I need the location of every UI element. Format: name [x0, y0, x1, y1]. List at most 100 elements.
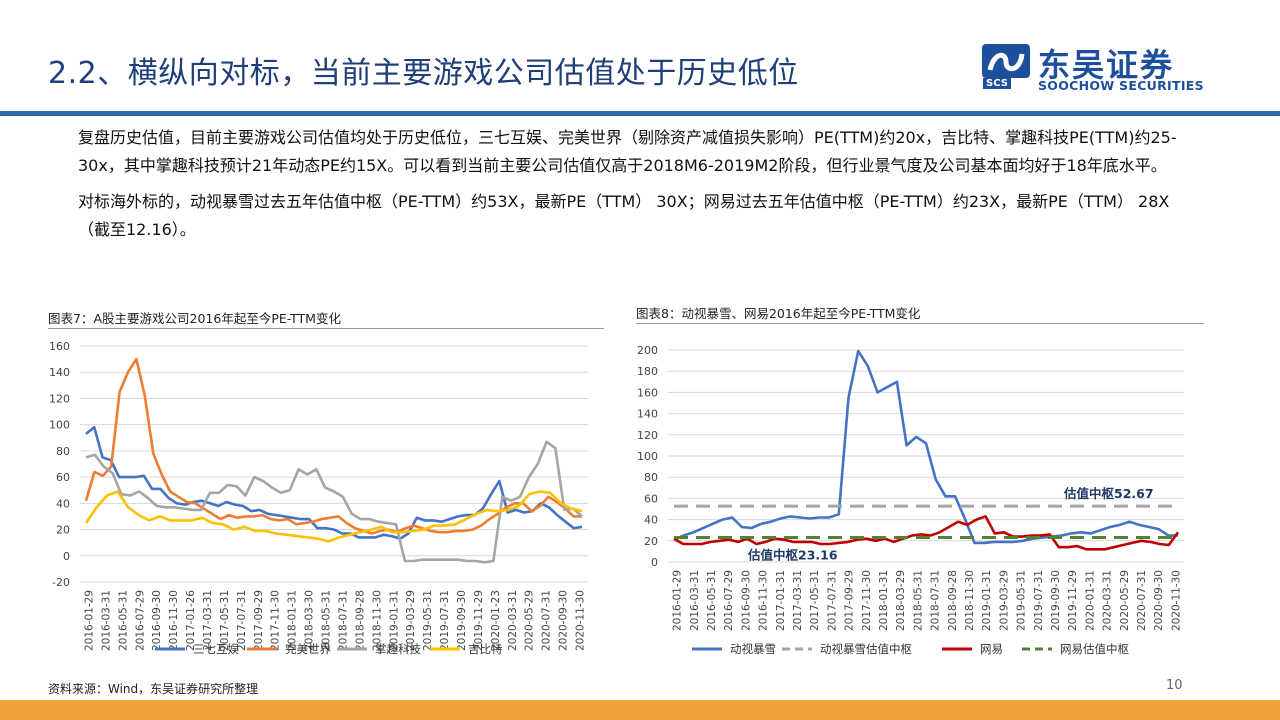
x-tick-label: 2018-09-28	[354, 590, 366, 651]
y-tick-label: 20	[644, 535, 658, 548]
series-line-掌趣科技	[85, 440, 583, 564]
y-tick-label: -20	[52, 576, 70, 589]
chart7-ashare-pe-ttm: -20 0 20 40 60 80 100 120 140 160 2016-01-29 2016-0…	[49, 340, 588, 656]
legend-label: 三七互娱	[193, 642, 239, 656]
x-tick-label: 2016-11-30	[168, 590, 180, 651]
y-tick-label: 0	[63, 550, 70, 563]
x-tick-label: 2020-03-31	[507, 590, 519, 651]
y-tick-label: 0	[651, 556, 658, 569]
x-tick-label: 2020-11-30	[575, 590, 587, 651]
x-tick-label: 2020-09-30	[558, 590, 570, 651]
x-tick-label: 2020-03-31	[1102, 570, 1114, 631]
annotation-label: 估值中枢23.16	[747, 547, 838, 562]
logo-chinese: 东吴证券	[1038, 46, 1175, 84]
x-tick-label: 2016-09-30	[151, 590, 163, 651]
chart8-overseas-pe-ttm: 0 20 40 60 80 100 120 140 160 180 200 2016-01-29 201…	[637, 344, 1184, 656]
source-note: 资料来源：Wind，东吴证券研究所整理	[48, 682, 259, 696]
y-tick-label: 80	[56, 445, 70, 458]
x-tick-label: 2018-05-31	[912, 570, 924, 631]
x-tick-label: 2017-11-30	[270, 590, 282, 651]
y-tick-label: 180	[637, 365, 658, 378]
x-tick-label: 2018-01-31	[287, 590, 299, 651]
x-tick-label: 2017-09-29	[844, 570, 856, 631]
x-tick-label: 2016-07-29	[134, 590, 146, 651]
x-tick-label: 2018-09-28	[947, 570, 959, 631]
x-tick-label: 2019-01-31	[981, 570, 993, 631]
x-tick-label: 2016-05-31	[117, 590, 129, 651]
series-line-吉比特	[84, 490, 583, 543]
page-title: 2.2、横纵向对标，当前主要游戏公司估值处于历史低位	[48, 56, 799, 91]
legend-label: 动视暴雪估值中枢	[820, 642, 912, 656]
x-tick-label: 2019-09-30	[1050, 570, 1062, 631]
x-tick-label: 2018-11-30	[964, 570, 976, 631]
x-tick-label: 2019-11-29	[473, 590, 485, 651]
logo-sub-text: SCS	[983, 78, 1011, 89]
logo-icon	[982, 44, 1030, 78]
x-tick-label: 2020-11-30	[1170, 570, 1182, 631]
x-tick-label: 2019-03-29	[405, 590, 417, 651]
x-tick-label: 2019-01-31	[388, 590, 400, 651]
x-tick-label: 2019-05-31	[1016, 570, 1028, 631]
x-tick-label: 2018-03-29	[895, 570, 907, 631]
y-tick-label: 80	[644, 471, 658, 484]
x-tick-label: 2016-03-31	[100, 590, 112, 651]
x-tick-label: 2017-05-31	[219, 590, 231, 651]
x-tick-label: 2019-05-31	[422, 590, 434, 651]
x-tick-label: 2018-05-31	[321, 590, 333, 651]
chart7-caption-rule	[48, 328, 604, 329]
bullet-item: 对标海外标的，动视暴雪过去五年估值中枢（PE-TTM）约53X，最新PE（TTM…	[48, 188, 1198, 244]
bullet-text: 对标海外标的，动视暴雪过去五年估值中枢（PE-TTM）约53X，最新PE（TTM…	[78, 192, 1170, 239]
x-tick-label: 2017-01-26	[185, 590, 197, 651]
legend-label: 吉比特	[468, 642, 503, 656]
legend-label: 网易估值中枢	[1060, 642, 1129, 656]
bullet-text: 复盘历史估值，目前主要游戏公司估值均处于历史低位，三七互娱、完美世界（剔除资产减…	[78, 128, 1177, 175]
x-tick-label: 2016-03-31	[689, 570, 701, 631]
x-tick-label: 2019-11-29	[1067, 570, 1079, 631]
x-tick-label: 2018-07-31	[337, 590, 349, 651]
x-tick-label: 2020-05-29	[1119, 570, 1131, 631]
y-tick-label: 120	[637, 429, 658, 442]
series-line-动视暴雪	[673, 349, 1178, 545]
x-tick-label: 2020-07-31	[541, 590, 553, 651]
series-line-网易	[673, 515, 1180, 551]
x-tick-label: 2017-09-29	[253, 590, 265, 651]
y-tick-label: 100	[637, 450, 658, 463]
legend-label: 完美世界	[285, 642, 331, 656]
x-tick-label: 2019-09-30	[456, 590, 468, 651]
x-tick-label: 2018-07-31	[930, 570, 942, 631]
x-tick-label: 2018-03-30	[304, 590, 316, 651]
x-tick-label: 2020-01-31	[1084, 570, 1096, 631]
y-tick-label: 160	[637, 386, 658, 399]
x-tick-label: 2017-03-31	[792, 570, 804, 631]
y-tick-label: 60	[56, 471, 70, 484]
chart8-caption: 图表8：动视暴雪、网易2016年起至今PE-TTM变化	[636, 306, 921, 321]
x-tick-label: 2016-01-29	[672, 570, 684, 631]
y-tick-label: 140	[49, 366, 70, 379]
x-tick-label: 2017-05-31	[809, 570, 821, 631]
page-number: 10	[1166, 678, 1183, 693]
x-tick-label: 2020-09-30	[1153, 570, 1165, 631]
x-tick-label: 2020-07-31	[1136, 570, 1148, 631]
header-rule	[0, 111, 1280, 116]
legend-label: 掌趣科技	[375, 642, 421, 656]
x-tick-label: 2018-01-31	[878, 570, 890, 631]
y-tick-label: 200	[637, 344, 658, 357]
x-tick-label: 2016-09-30	[740, 570, 752, 631]
y-tick-label: 60	[644, 492, 658, 505]
x-tick-label: 2016-11-30	[758, 570, 770, 631]
x-tick-label: 2019-07-31	[439, 590, 451, 651]
x-tick-label: 2017-11-30	[861, 570, 873, 631]
y-tick-label: 20	[56, 524, 70, 537]
logo-english: SOOCHOW SECURITIES	[1038, 78, 1204, 93]
y-tick-label: 140	[637, 408, 658, 421]
annotation-label: 估值中枢52.67	[1063, 486, 1154, 501]
x-tick-label: 2019-03-29	[998, 570, 1010, 631]
x-tick-label: 2016-07-29	[723, 570, 735, 631]
chart7-caption: 图表7：A股主要游戏公司2016年起至今PE-TTM变化	[48, 311, 341, 326]
y-tick-label: 100	[49, 419, 70, 432]
y-tick-label: 160	[49, 340, 70, 353]
y-tick-label: 120	[49, 392, 70, 405]
x-tick-label: 2017-07-31	[236, 590, 248, 651]
legend-label: 网易	[980, 642, 1003, 656]
series-line-三七互娱	[85, 426, 583, 540]
